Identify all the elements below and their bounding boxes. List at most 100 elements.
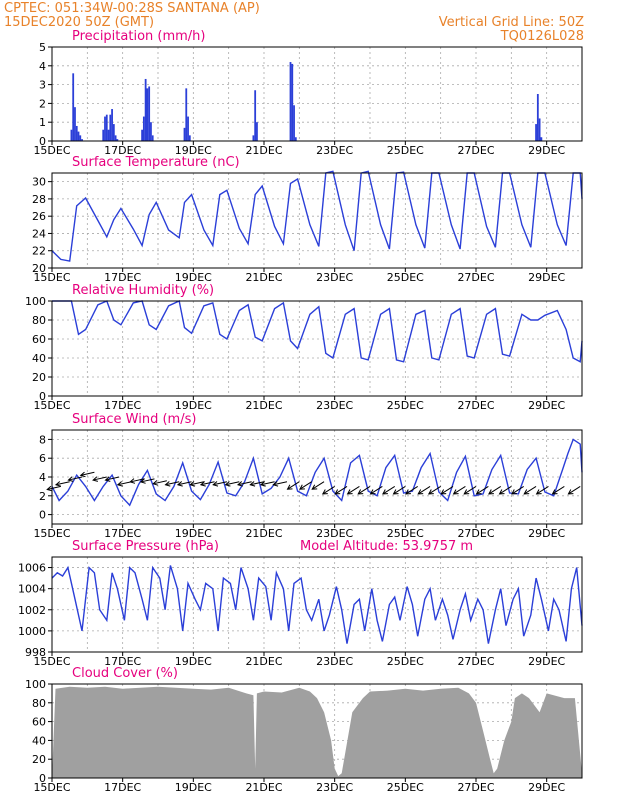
xtick-label-precipitation: 15DEC [33, 144, 70, 157]
panel-frame-temperature [51, 172, 583, 269]
ytick-label-wind: 8 [39, 433, 46, 446]
precip-bar [289, 62, 292, 141]
precip-bar [294, 137, 297, 141]
wind-arrow [552, 485, 565, 495]
wind-arrow [80, 471, 95, 476]
wind-arrow [55, 481, 70, 486]
ytick-label-pressure: 1004 [18, 583, 46, 596]
precip-bar [538, 118, 541, 141]
wind-arrow [334, 485, 348, 495]
wind-arrow [68, 476, 83, 481]
wind-arrow [476, 485, 489, 495]
ytick-label-wind: 0 [39, 509, 46, 522]
ytick-label-humidity: 60 [32, 333, 46, 346]
wind-arrow-head [567, 489, 574, 495]
wind-arrow-head [46, 485, 53, 492]
ytick-label-precipitation: 4 [39, 60, 46, 73]
header-station: CPTEC: 051:34W-00:28S SANTANA (AP) [4, 1, 260, 16]
ytick-label-temperature: 20 [32, 262, 46, 275]
ytick-label-wind: 2 [39, 490, 46, 503]
xtick-label-pressure: 15DEC [33, 655, 70, 668]
xtick-label-humidity: 17DEC [104, 399, 141, 412]
precip-bar [151, 135, 154, 141]
wind-arrow [405, 485, 418, 495]
ytick-label-wind: 6 [39, 452, 46, 465]
panel-title-wind: Surface Wind (m/s) [72, 412, 196, 427]
wind-arrow [311, 481, 325, 490]
ytick-label-cloud: 20 [32, 753, 46, 766]
wind-arrow-head [259, 481, 266, 487]
precip-bar [111, 109, 113, 141]
wind-arrow [393, 485, 406, 495]
precip-bar [150, 122, 152, 141]
wind-arrow-head [176, 481, 183, 487]
wind-arrow-head [67, 476, 74, 482]
wind-arrow [177, 481, 192, 486]
wind-arrow [536, 485, 549, 495]
wind-arrow-head [249, 481, 256, 487]
wind-arrow-head [224, 481, 231, 487]
precip-bar [109, 114, 112, 141]
xtick-label-precipitation: 17DEC [104, 144, 141, 157]
header-date: 15DEC2020 50Z (GMT) [4, 15, 155, 30]
xtick-label-wind: 25DEC [387, 527, 424, 540]
wind-arrow-head [369, 489, 376, 495]
ytick-label-precipitation: 3 [39, 79, 46, 92]
xtick-label-precipitation: 21DEC [245, 144, 282, 157]
wind-arrow [130, 478, 144, 483]
ytick-label-pressure: 1000 [18, 625, 46, 638]
ytick-label-precipitation: 0 [39, 135, 46, 148]
precip-bar [75, 125, 78, 141]
precip-bar [185, 88, 188, 141]
precip-bar [74, 107, 76, 141]
wind-arrow [200, 481, 215, 486]
series-line-pressure [51, 565, 583, 644]
wind-arrow [153, 480, 167, 485]
xtick-label-temperature: 21DEC [245, 271, 282, 284]
precip-bar [107, 129, 110, 141]
precip-bar [536, 94, 539, 141]
wind-arrow [213, 481, 228, 486]
precip-bar [146, 88, 149, 141]
ytick-label-cloud: 60 [32, 716, 46, 729]
wind-arrow-head [139, 478, 146, 484]
xtick-label-temperature: 15DEC [33, 271, 70, 284]
wind-arrow [347, 485, 360, 495]
xtick-label-precipitation: 27DEC [457, 144, 494, 157]
precip-bar [144, 78, 147, 141]
wind-arrow-head [498, 489, 505, 495]
precip-bar [116, 139, 119, 141]
wind-arrow [250, 481, 265, 486]
xtick-label-wind: 29DEC [528, 527, 565, 540]
xtick-label-pressure: 19DEC [175, 655, 212, 668]
xtick-label-humidity: 23DEC [316, 399, 353, 412]
wind-arrow-head [152, 480, 159, 486]
ytick-label-humidity: 100 [25, 295, 46, 308]
precip-bar [104, 116, 106, 141]
xtick-label-pressure: 17DEC [104, 655, 141, 668]
ytick-label-wind: 4 [39, 471, 46, 484]
ytick-label-cloud: 0 [39, 772, 46, 785]
wind-arrow [225, 481, 240, 486]
xtick-label-precipitation: 29DEC [528, 144, 565, 157]
xtick-label-temperature: 19DEC [175, 271, 212, 284]
wind-arrow-head [321, 489, 328, 495]
xtick-label-cloud: 23DEC [316, 781, 353, 794]
xtick-label-wind: 27DEC [457, 527, 494, 540]
precip-bar [70, 129, 73, 141]
panel-title-temperature: Surface Temperature (nC) [72, 155, 240, 170]
xtick-label-humidity: 19DEC [175, 399, 212, 412]
wind-arrow [105, 476, 120, 481]
wind-arrow [463, 485, 477, 495]
xtick-label-humidity: 15DEC [33, 399, 70, 412]
xtick-label-pressure: 25DEC [387, 655, 424, 668]
precip-bar [293, 105, 295, 141]
xtick-label-cloud: 17DEC [104, 781, 141, 794]
precip-bar [188, 135, 191, 141]
wind-arrow-head [427, 489, 434, 495]
wind-arrow [357, 485, 371, 495]
cloud-cover-area [52, 686, 582, 778]
wind-arrow-head [417, 489, 424, 495]
xtick-label-temperature: 23DEC [316, 271, 353, 284]
